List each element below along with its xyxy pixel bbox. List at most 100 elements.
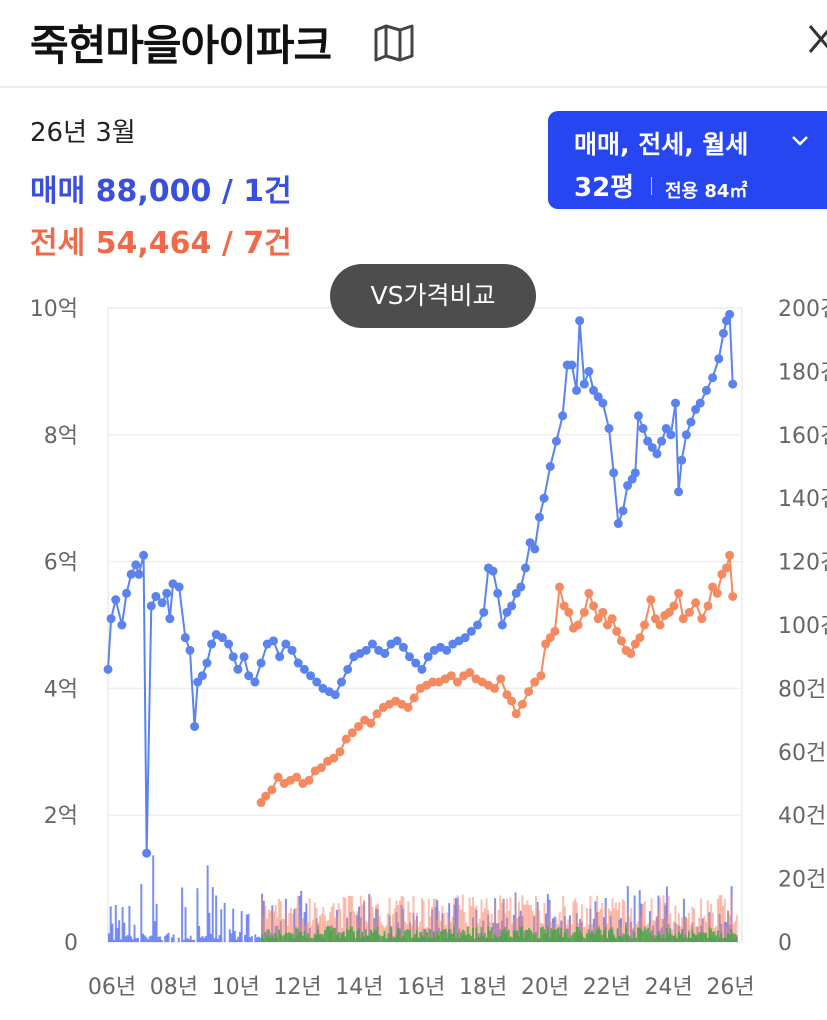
volume-bar [618,902,621,942]
volume-bar [407,901,410,942]
volume-bar [402,896,405,942]
volume-bar [257,936,260,942]
volume-bar [264,932,267,942]
series-point [299,664,309,674]
volume-bar [181,887,184,942]
volume-bar [288,932,291,942]
volume-bar [283,935,286,942]
volume-bar [431,906,434,942]
y-right-tick-label: 40건 [778,804,826,829]
filter-divider [651,177,652,195]
volume-bar [317,929,320,942]
volume-bar [553,929,556,942]
volume-bar [688,932,691,942]
series-point [341,734,351,744]
volume-bar [363,936,366,942]
volume-bar [495,936,498,942]
volume-bar [631,938,634,942]
volume-bar [444,928,447,942]
volume-bar [645,929,648,942]
volume-bar [380,936,383,942]
volume-bar [613,936,616,942]
volume-bar [524,929,527,942]
series-point [507,696,517,706]
x-tick-label: 20년 [521,975,569,1000]
volume-bar [417,926,420,942]
period-label: 26년 3월 [30,118,136,148]
series-point [268,636,278,646]
volume-bar [201,936,204,942]
volume-bar [562,937,565,942]
sale-summary: 매매 88,000 / 1건 [30,174,292,209]
vs-compare-button[interactable]: VS가격비교 [330,264,536,328]
series-point [411,658,421,668]
volume-bar [349,895,352,942]
volume-bar [167,932,170,942]
volume-bar [393,937,396,942]
exclusive-area-label: 전용 84㎡ [665,181,748,202]
volume-bar [337,932,340,942]
volume-bar [672,936,675,942]
volume-bar [213,938,216,942]
volume-bar [380,922,383,942]
series-point [584,366,594,376]
volume-bar [458,938,461,942]
volume-bar [320,934,323,942]
volume-bar [628,916,631,942]
series-point [630,468,640,478]
volume-bar [691,906,694,942]
x-tick-label: 26년 [706,975,754,1000]
series-point [671,398,681,408]
volume-bar [551,929,554,942]
volume-bar [531,932,534,942]
volume-bar [727,910,730,942]
map-icon[interactable] [372,22,416,62]
volume-bar [671,934,674,942]
volume-bar [465,934,468,942]
volume-bar [597,912,600,942]
volume-bar [594,933,597,942]
volume-bar [475,905,478,942]
volume-bar [654,938,657,942]
series-point [616,636,626,646]
volume-bar [148,936,151,942]
series-point [409,693,419,703]
series-point [217,633,227,643]
series-point [725,550,735,560]
series-point [460,633,470,643]
volume-bar [307,933,310,942]
volume-bar [694,926,697,942]
volume-bar [526,900,529,942]
volume-bar [407,929,410,942]
volume-bar [568,921,571,942]
volume-bar [341,932,344,942]
volume-bar [272,911,275,942]
volume-bar [210,933,213,942]
volume-bar [567,937,570,942]
volume-bar [647,927,650,942]
volume-bar [415,913,418,942]
series-point [598,398,608,408]
series-point [507,601,517,611]
series-point [502,607,512,617]
volume-bar [735,914,738,942]
series-point [473,620,483,630]
volume-bar [123,922,126,942]
volume-bar [664,938,667,942]
volume-bar [172,934,175,942]
page-title: 죽현마을아이파크 [30,21,332,70]
volume-bar [604,926,607,942]
close-icon[interactable] [806,18,827,62]
volume-bar [473,938,476,942]
volume-bar [614,902,617,942]
volume-bar [665,886,668,942]
trade-filter-button[interactable]: 매매, 전세, 월세 32평 전용 84㎡ [548,111,827,209]
volume-bar [322,906,325,942]
volume-bar [591,930,594,942]
series-point [316,763,326,773]
volume-bar [352,931,355,942]
price-chart[interactable]: 0 2억 4억 6억 8억 10억 0 20건 40건 60건 80건 100건 120건 140건 160… [0,290,827,1020]
volume-bar [296,896,299,942]
series-point [674,588,684,598]
volume-bar [611,930,614,942]
